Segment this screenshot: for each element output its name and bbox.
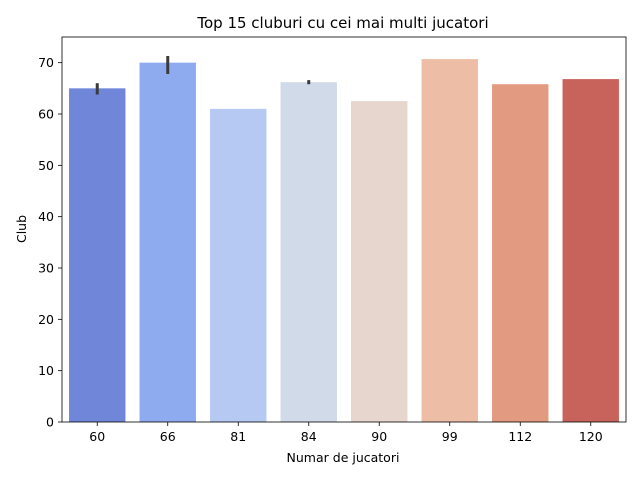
x-tick-label-66: 66 [160, 429, 176, 444]
x-axis-label: Numar de jucatori [287, 450, 400, 465]
y-tick-label-40: 40 [38, 209, 54, 224]
x-tick-label-84: 84 [301, 429, 317, 444]
y-axis-label: Club [14, 215, 29, 243]
y-tick-label-10: 10 [38, 363, 54, 378]
bar-120 [562, 79, 619, 423]
x-tick-label-112: 112 [508, 429, 532, 444]
y-tick-label-30: 30 [38, 261, 54, 276]
bar-99 [421, 59, 478, 422]
y-tick-label-50: 50 [38, 158, 54, 173]
bars-group [69, 59, 619, 423]
x-tick-label-90: 90 [371, 429, 387, 444]
x-tick-label-120: 120 [579, 429, 603, 444]
y-tick-label-60: 60 [38, 107, 54, 122]
x-tick-label-81: 81 [230, 429, 246, 444]
plot-frame [61, 36, 627, 423]
bar-112 [492, 84, 549, 422]
y-tick-label-70: 70 [38, 55, 54, 70]
bar-66 [139, 62, 196, 423]
x-axis: 60 66 81 84 90 99 112 120 [89, 422, 603, 444]
y-tick-label-20: 20 [38, 312, 54, 327]
bar-60 [69, 88, 126, 422]
y-tick-label-0: 0 [46, 415, 54, 430]
bar-84 [280, 82, 337, 422]
bar-90 [351, 101, 408, 423]
bar-81 [210, 108, 267, 422]
error-bars-group [95, 55, 311, 95]
y-axis: 0 10 20 30 40 50 60 70 [38, 55, 62, 430]
chart-title: Top 15 cluburi cu cei mai multi jucatori [196, 14, 488, 32]
x-tick-label-60: 60 [89, 429, 105, 444]
x-tick-label-99: 99 [442, 429, 458, 444]
